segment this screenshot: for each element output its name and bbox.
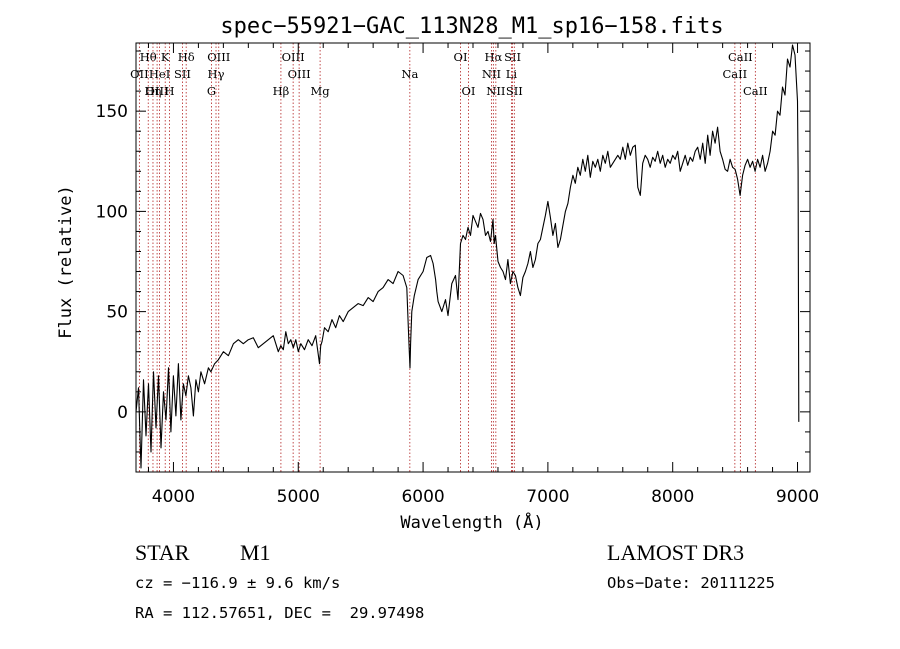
x-tick-label-1: 5000 [277, 487, 320, 507]
line-label-3: Hη [145, 84, 162, 98]
line-label-9: OIII [207, 50, 230, 64]
line-label-17: OI [454, 50, 468, 64]
line-label-23: Li [506, 67, 518, 81]
series-layer [135, 44, 800, 469]
spectrum-line [135, 44, 800, 469]
y-axis-label: Flux (relative) [56, 185, 76, 339]
line-label-11: G [207, 84, 216, 98]
line-label-21: NII [486, 84, 505, 98]
x-tick-label-4: 8000 [651, 487, 694, 507]
line-label-4: K [161, 50, 170, 64]
chart-title: spec−55921−GAC_113N28_M1_sp16−158.fits [220, 14, 723, 39]
line-label-5: HeI [149, 67, 170, 81]
line-label-15: Mg [311, 84, 331, 98]
line-label-2: OIII [146, 84, 169, 98]
object-class: STAR [135, 540, 190, 565]
line-label-27: CaII [743, 84, 768, 98]
y-tick-label-2: 100 [96, 202, 128, 222]
line-label-26: CaII [722, 67, 747, 81]
survey-name: LAMOST DR3 [607, 540, 745, 565]
line-label-25: CaII [728, 50, 753, 64]
line-label-10: Hγ [208, 67, 225, 81]
y-tick-label-0: 0 [117, 403, 128, 423]
line-label-16: Na [401, 67, 418, 81]
plot-frame [135, 42, 811, 473]
line-label-7: SII [174, 67, 191, 81]
line-label-8: Hδ [178, 50, 195, 64]
object-subclass: M1 [240, 540, 271, 565]
line-label-24: SII [506, 84, 523, 98]
line-label-6: H [165, 84, 175, 98]
radec-text: RA = 112.57651, DEC = 29.97498 [135, 604, 425, 622]
line-label-13: OIII [282, 50, 305, 64]
x-tick-label-5: 9000 [776, 487, 819, 507]
x-axis-label: Wavelength (Å) [400, 511, 543, 533]
axes: 4000 5000 6000 7000 8000 9000 0 50 100 150 [96, 43, 819, 507]
line-label-1: OII [130, 67, 149, 81]
line-label-0: Hθ [140, 50, 157, 64]
y-tick-label-1: 50 [106, 303, 128, 323]
obs-date-text: Obs−Date: 20111225 [607, 574, 775, 592]
redshift-text: cz = −116.9 ± 9.6 km/s [135, 574, 341, 592]
y-tick-label-3: 150 [96, 102, 128, 122]
line-label-19: Hα [484, 50, 502, 64]
line-label-22: SII [504, 50, 521, 64]
line-label-14: OIII [288, 67, 311, 81]
line-label-20: NII [482, 67, 501, 81]
x-tick-label-0: 4000 [152, 487, 195, 507]
x-tick-label-3: 7000 [526, 487, 569, 507]
line-label-12: Hβ [273, 84, 290, 98]
line-label-18: OI [462, 84, 476, 98]
x-tick-label-2: 6000 [401, 487, 444, 507]
